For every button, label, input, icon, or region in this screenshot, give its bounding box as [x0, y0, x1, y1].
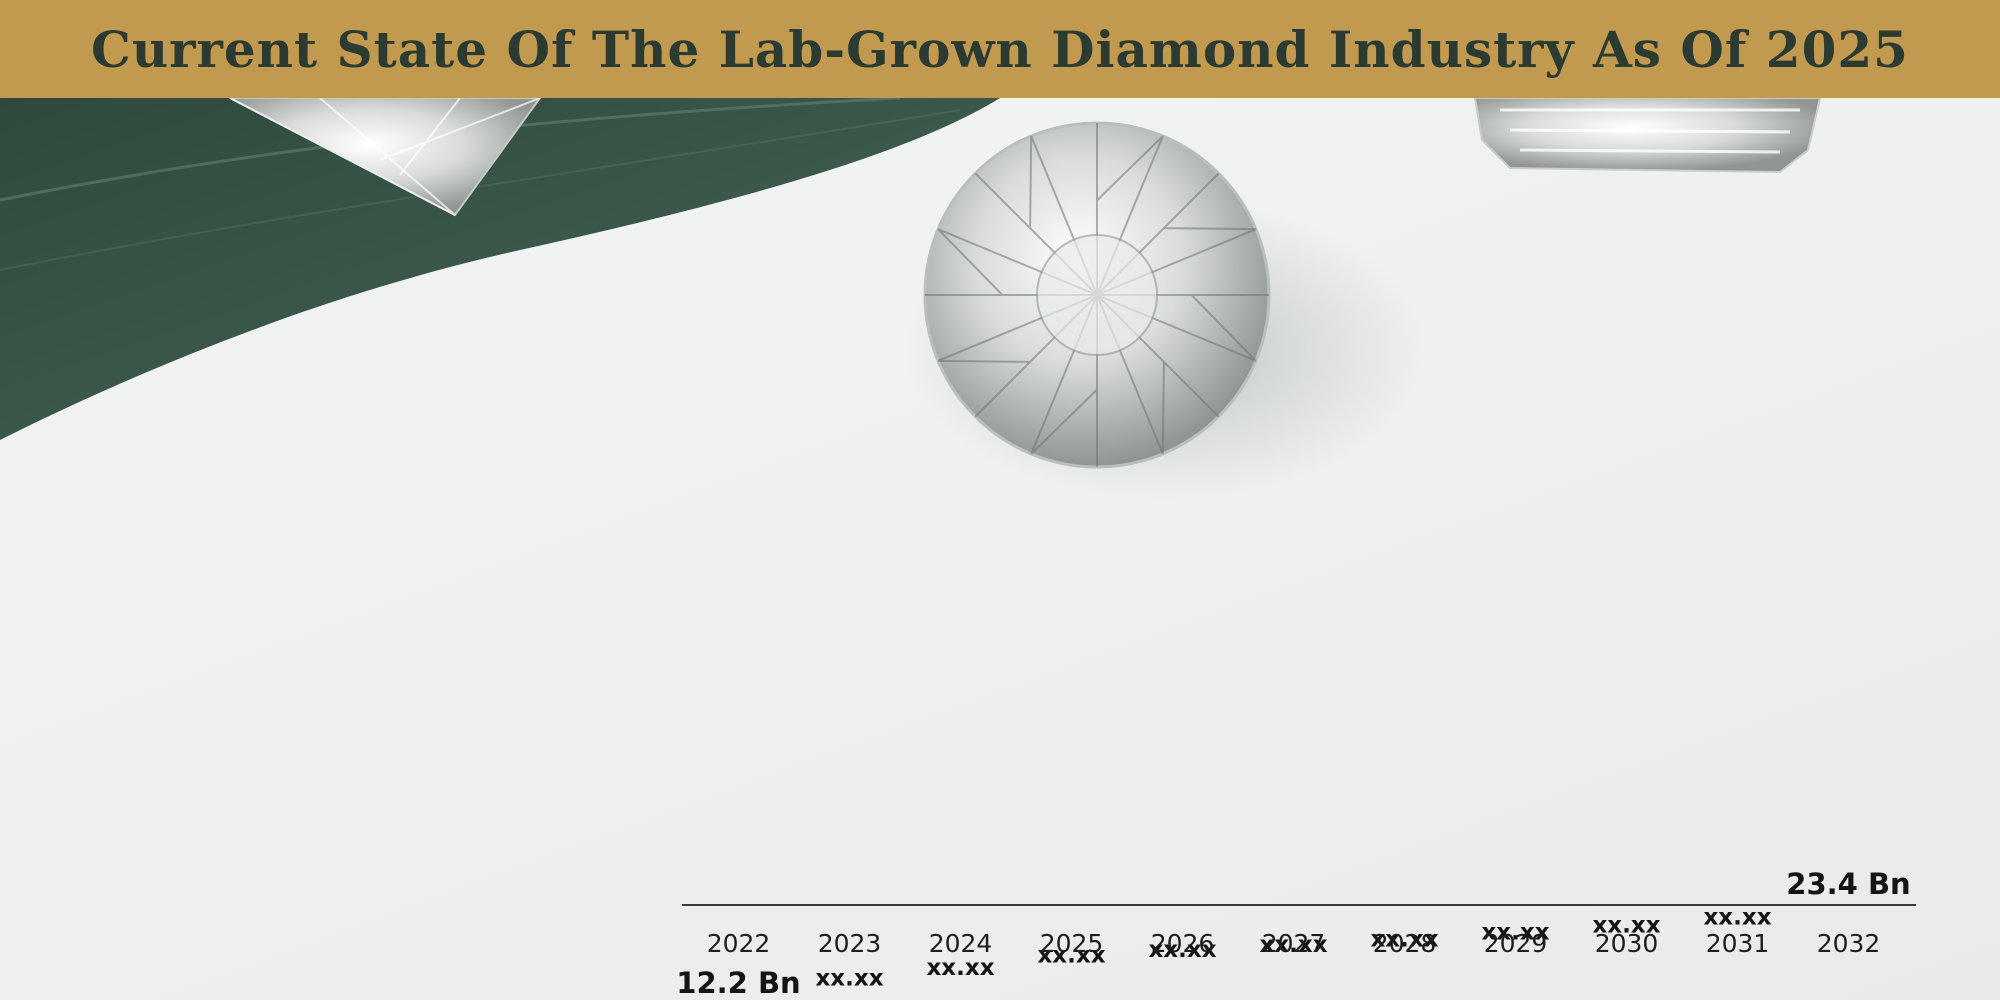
value-label: xx.xx	[926, 955, 994, 981]
leaf-shape	[0, 98, 1000, 440]
x-tick-label: 2030	[1595, 929, 1659, 958]
value-label: xx.xx	[1481, 919, 1549, 945]
emerald-diamond	[1473, 97, 1822, 174]
value-label: 12.2 Bn	[676, 966, 800, 1000]
x-tick-label: 2032	[1817, 929, 1881, 958]
x-tick-label: 2022	[707, 929, 771, 958]
value-label: xx.xx	[815, 965, 883, 991]
x-tick-label: 2031	[1706, 929, 1770, 958]
value-label: xx.xx	[1703, 904, 1771, 930]
value-label: xx.xx	[1148, 937, 1216, 963]
trillion-diamond	[229, 97, 542, 217]
x-tick-label: 2025	[1040, 929, 1104, 958]
x-tick-label: 2023	[818, 929, 882, 958]
round-diamond	[905, 121, 1425, 500]
x-tick-label: 2028	[1373, 929, 1437, 958]
x-tick-label: 2024	[929, 929, 993, 958]
value-label: xx.xx	[1037, 942, 1105, 968]
x-tick-label: 2029	[1484, 929, 1548, 958]
value-label: xx.xx	[1259, 932, 1327, 958]
x-tick-label: 2026	[1151, 929, 1215, 958]
title-banner: Current State Of The Lab-Grown Diamond I…	[0, 0, 2000, 98]
page-title: Current State Of The Lab-Grown Diamond I…	[91, 19, 1909, 79]
value-label: 23.4 Bn	[1786, 867, 1910, 901]
x-tick-label: 2027	[1262, 929, 1326, 958]
value-label: xx.xx	[1592, 912, 1660, 938]
value-label: xx.xx	[1370, 927, 1438, 953]
